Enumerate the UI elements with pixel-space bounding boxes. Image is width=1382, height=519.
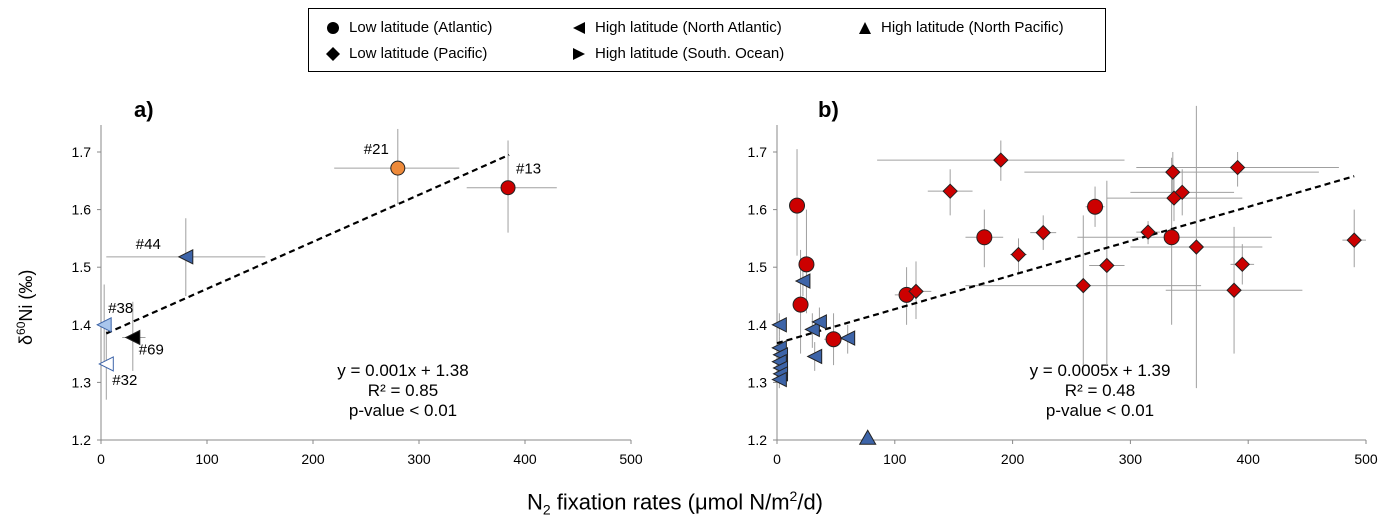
data-point-triangle-up-b — [858, 429, 877, 445]
data-point-diamond-b — [1035, 224, 1051, 241]
data-point-circle-a — [390, 160, 406, 176]
y-tick-label-b: 1.6 — [748, 202, 768, 218]
equation-b: y = 0.0005x + 1.39 R² = 0.48 p-value < 0… — [990, 361, 1210, 421]
trend-line-b — [776, 175, 1355, 345]
data-point-diamond-b — [1188, 239, 1205, 255]
diamond-marker-icon — [326, 46, 340, 61]
legend-item-high-lat-north-atlantic: High latitude (North Atlantic) — [571, 19, 782, 36]
pvalue-b-text: p-value < 0.01 — [1045, 401, 1155, 420]
x-tick-label-b: 500 — [1354, 451, 1378, 467]
data-point-diamond-b — [1174, 184, 1190, 201]
data-point-diamond-b — [993, 152, 1009, 168]
data-point-triangle-left-b — [804, 321, 820, 338]
circle-marker-icon — [327, 21, 339, 34]
legend-item-low-lat-pacific: Low latitude (Pacific) — [325, 45, 487, 62]
r2-a-text: R² = 0.85 — [367, 381, 439, 400]
data-point-diamond-b — [908, 283, 924, 300]
data-point-circle-b — [976, 229, 993, 246]
legend-item-high-lat-south-ocean: High latitude (South. Ocean) — [571, 45, 784, 62]
legend: Low latitude (Atlantic) High latitude (N… — [308, 8, 1106, 72]
panel-b-label: b) — [818, 97, 839, 122]
data-point-diamond-b — [1165, 164, 1181, 180]
data-point-triangle-left-a — [98, 356, 114, 372]
y-tick-label-b: 1.4 — [748, 317, 768, 333]
data-point-triangle-left-a — [124, 329, 141, 346]
panel-a-label: a) — [134, 97, 154, 122]
x-tick-label-b: 200 — [1001, 451, 1025, 467]
data-point-circle-b — [798, 256, 815, 273]
data-point-diamond-b — [1075, 277, 1091, 294]
x-tick-label-b: 300 — [1119, 451, 1143, 467]
data-point-diamond-b — [1010, 246, 1027, 263]
y-tick-label-b: 1.3 — [748, 374, 768, 390]
legend-label: Low latitude (Atlantic) — [349, 19, 493, 36]
data-point-triangle-left-b — [839, 330, 856, 346]
x-tick-label-b: 100 — [883, 451, 907, 467]
y-tick-label-a: 1.6 — [72, 202, 92, 218]
point-label-a: #44 — [136, 236, 161, 253]
y-tick-label-a: 1.2 — [72, 432, 92, 448]
data-point-diamond-b — [1099, 257, 1115, 274]
x-tick-label-a: 100 — [195, 451, 219, 467]
pvalue-a-text: p-value < 0.01 — [348, 401, 458, 420]
data-point-triangle-left-b — [771, 316, 787, 333]
point-label-a: #69 — [139, 341, 164, 358]
data-point-circle-b — [825, 331, 842, 348]
data-point-diamond-b — [1229, 159, 1246, 176]
x-tick-label-b: 0 — [773, 451, 781, 467]
y-tick-label-b: 1.2 — [748, 432, 768, 448]
triangle-right-marker-icon — [573, 47, 585, 60]
equation-a-text: y = 0.001x + 1.38 — [337, 361, 469, 380]
y-tick-label-a: 1.7 — [72, 144, 92, 160]
data-point-diamond-b — [942, 183, 958, 199]
data-point-diamond-b — [1226, 282, 1242, 298]
data-point-diamond-b — [1140, 224, 1156, 240]
legend-label: High latitude (North Pacific) — [881, 19, 1064, 36]
x-tick-label-a: 0 — [97, 451, 105, 467]
legend-label: Low latitude (Pacific) — [349, 45, 488, 62]
data-point-diamond-b — [1234, 256, 1251, 273]
legend-label: High latitude (South. Ocean) — [595, 45, 785, 62]
legend-item-low-lat-atlantic: Low latitude (Atlantic) — [325, 19, 492, 36]
x-tick-label-a: 400 — [513, 451, 537, 467]
data-point-triangle-left-a — [177, 249, 194, 265]
data-point-circle-a — [500, 180, 516, 196]
point-label-a: #21 — [364, 141, 389, 158]
data-point-circle-b — [1163, 229, 1180, 246]
triangle-left-marker-icon — [573, 21, 585, 34]
data-point-triangle-left-b — [806, 348, 823, 365]
x-tick-label-a: 200 — [301, 451, 325, 467]
y-tick-label-a: 1.5 — [72, 259, 92, 275]
r2-b-text: R² = 0.48 — [1064, 381, 1136, 400]
x-tick-label-b: 400 — [1237, 451, 1261, 467]
legend-label: High latitude (North Atlantic) — [595, 19, 782, 36]
y-tick-label-a: 1.3 — [72, 374, 92, 390]
y-tick-label-b: 1.7 — [748, 144, 768, 160]
x-tick-label-a: 300 — [407, 451, 431, 467]
y-tick-label-a: 1.4 — [72, 317, 92, 333]
point-label-a: #32 — [112, 372, 137, 389]
equation-a: y = 0.001x + 1.38 R² = 0.85 p-value < 0.… — [293, 361, 513, 421]
trend-line-a — [105, 153, 510, 335]
point-label-a: #38 — [108, 300, 133, 317]
data-point-circle-b — [1087, 198, 1104, 215]
data-point-circle-b — [789, 197, 806, 214]
point-label-a: #13 — [516, 161, 541, 178]
data-point-diamond-b — [1346, 232, 1362, 248]
data-point-triangle-left-b — [794, 273, 811, 289]
data-point-triangle-left-a — [96, 316, 112, 333]
y-tick-label-b: 1.5 — [748, 259, 768, 275]
data-point-triangle-left-b — [811, 314, 827, 330]
data-point-circle-b — [792, 296, 809, 313]
data-point-triangle-left-b — [771, 371, 787, 388]
triangle-up-marker-icon — [859, 21, 871, 34]
legend-item-high-lat-north-pacific: High latitude (North Pacific) — [857, 19, 1064, 36]
x-tick-label-a: 500 — [619, 451, 643, 467]
equation-b-text: y = 0.0005x + 1.39 — [1029, 361, 1171, 380]
x-axis-title: N2 fixation rates (μmol N/m2/d) — [527, 488, 824, 518]
